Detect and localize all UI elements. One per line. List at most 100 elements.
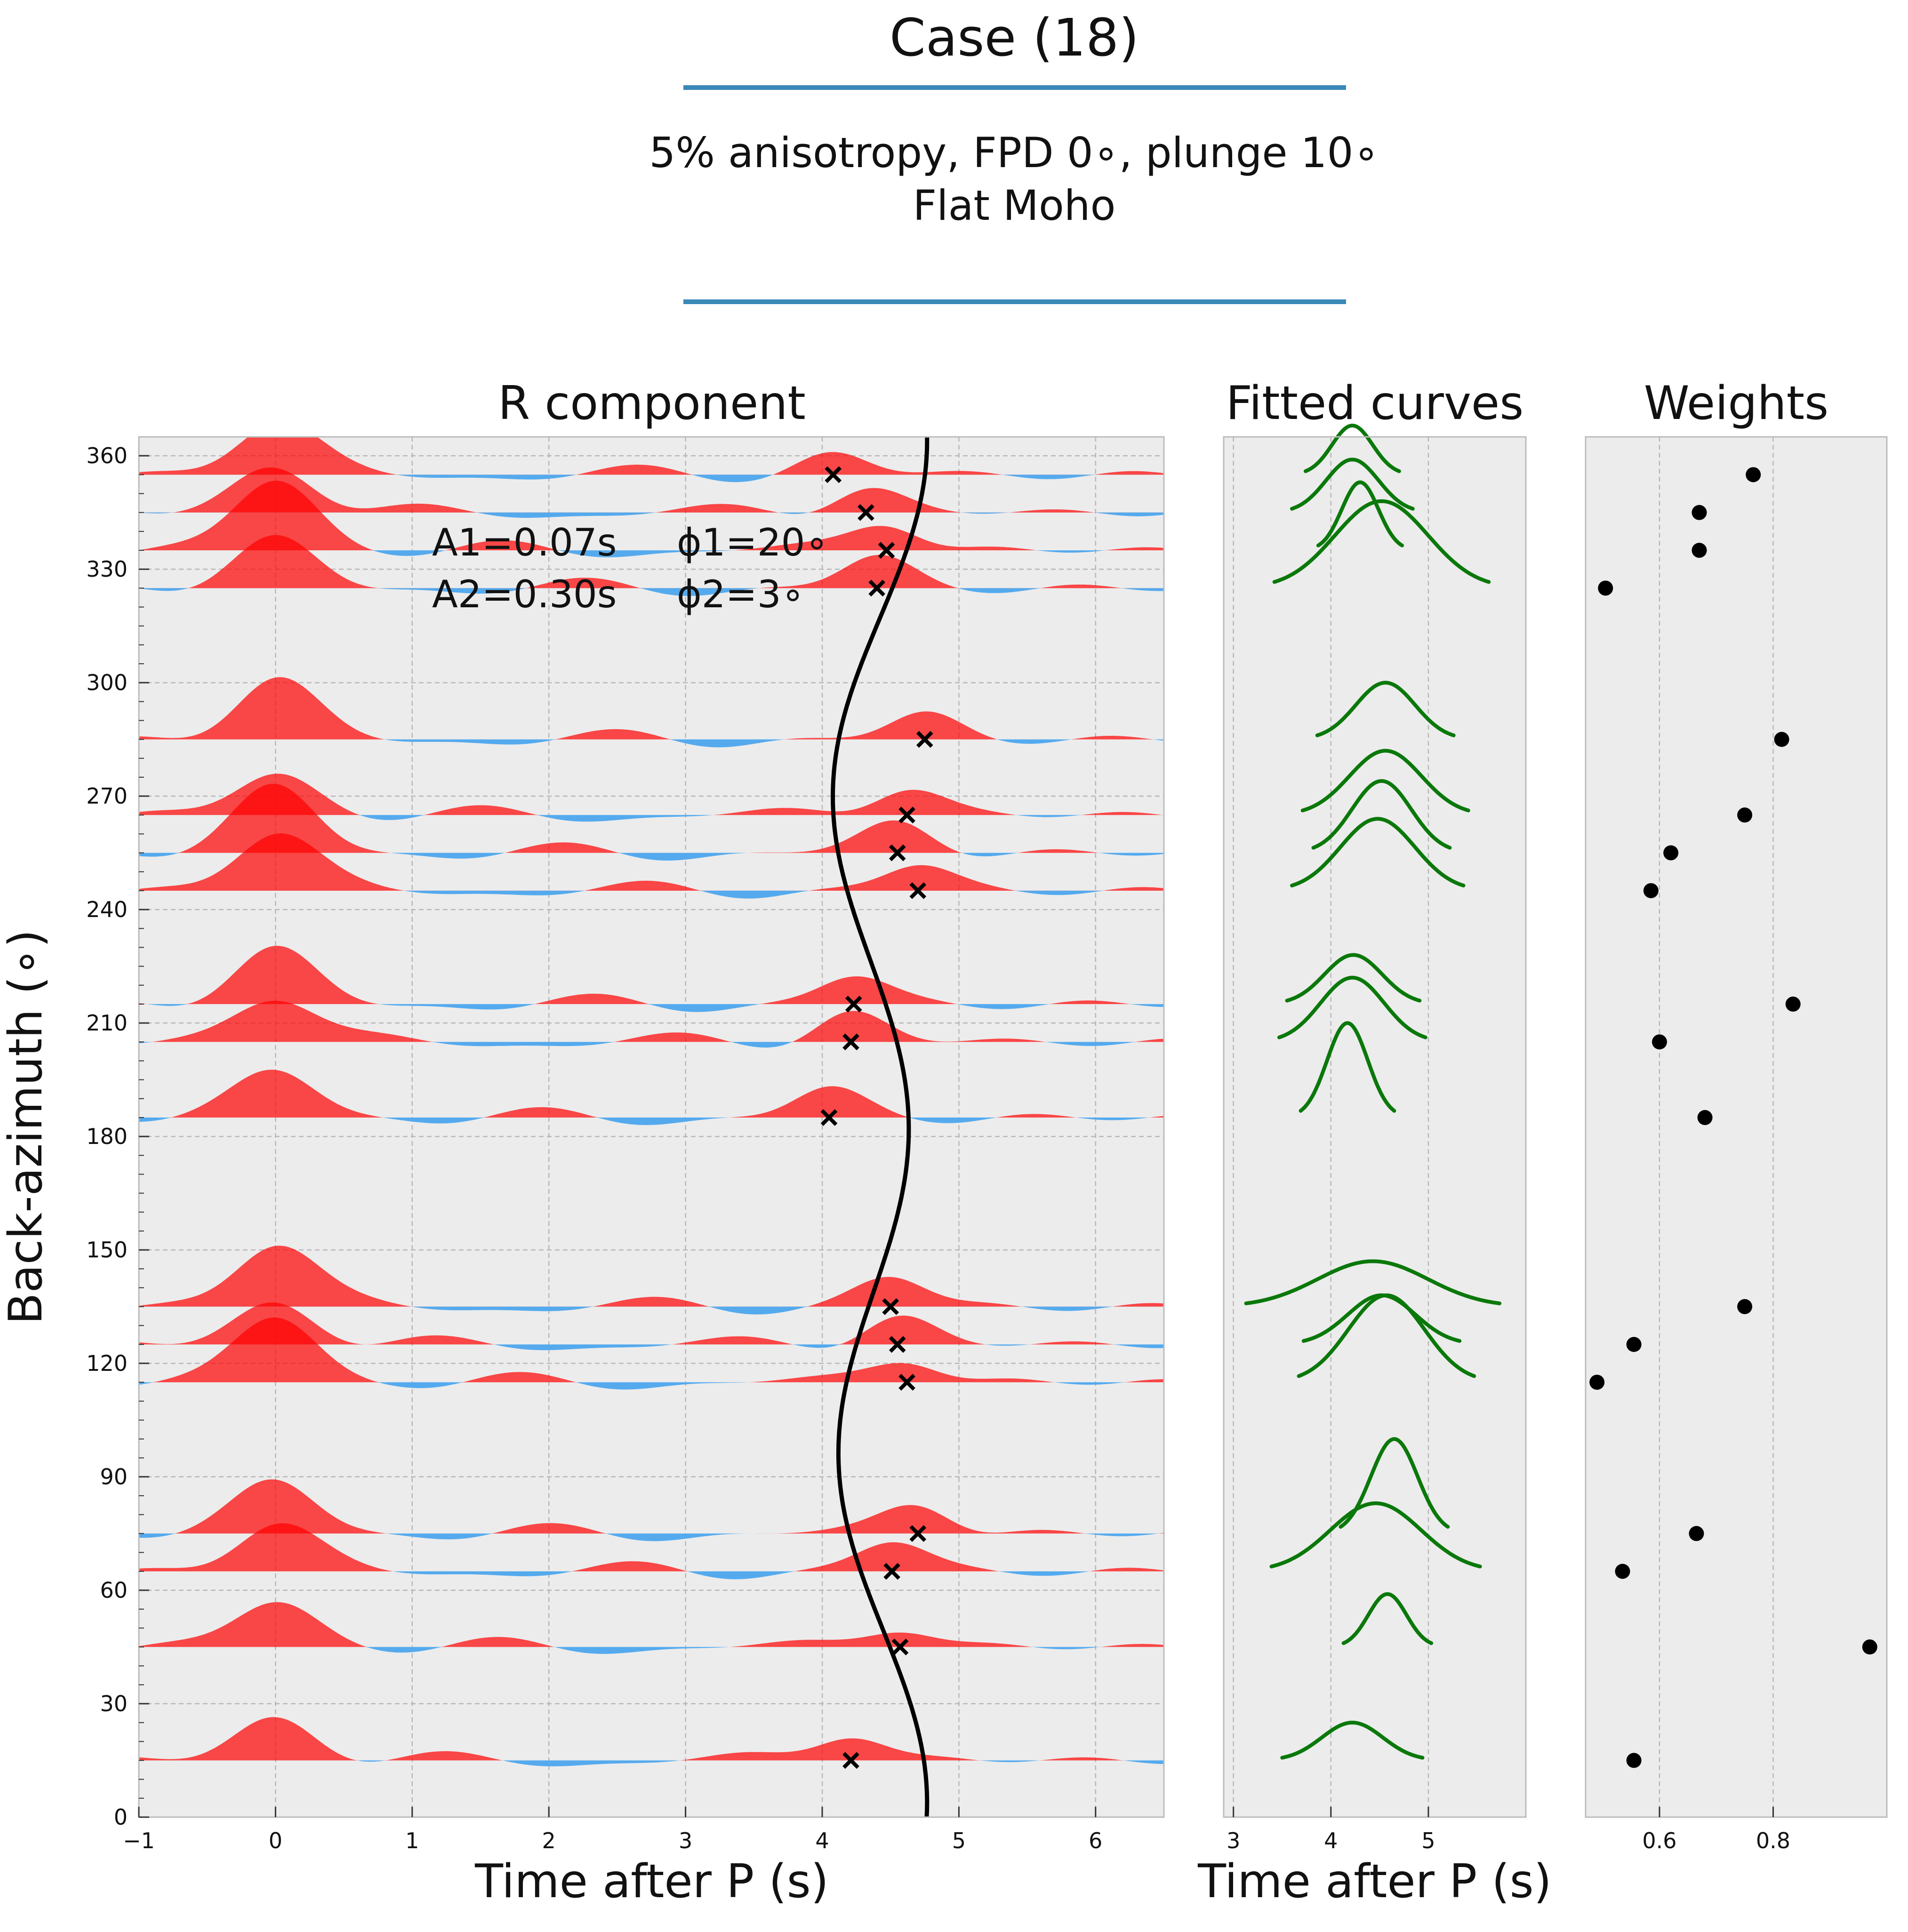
weights-panel-frame <box>1585 436 1888 1818</box>
fitted-curve <box>1300 749 1470 813</box>
fitted-panel-xlabel: Time after P (s) <box>1197 1855 1552 1908</box>
trace-negative-fill <box>139 815 1164 822</box>
r-panel-traces <box>139 437 1164 1767</box>
pick-marker <box>878 542 895 559</box>
trace-positive-fill <box>139 946 1164 1004</box>
pick-marker <box>891 1638 909 1656</box>
r-xtick-label: 3 <box>679 1828 692 1853</box>
r-ytick-label: 90 <box>100 1464 128 1489</box>
fitted-xtick-label: 5 <box>1421 1828 1435 1853</box>
trace-positive-fill <box>139 1602 1164 1647</box>
trace-negative-fill <box>139 1382 1164 1390</box>
trace-negative-fill <box>139 1533 1164 1541</box>
r-panel-axes: −1 0 1 2 3 4 5 60306090120150180210240270300330… <box>86 443 1102 1853</box>
r-panel-title: R component <box>498 377 806 430</box>
r-xtick-label: 5 <box>952 1828 966 1853</box>
trace-positive-fill <box>139 1523 1164 1571</box>
r-ytick-label: 30 <box>100 1691 128 1716</box>
weights-panel: Weights 0.6 0.8 <box>1585 377 1888 1853</box>
pick-marker <box>916 731 933 748</box>
r-ytick-label: 240 <box>86 897 128 922</box>
figure-title: Case (18) <box>890 8 1139 68</box>
r-panel-annotation: A1=0.07s ϕ1=20∘ A2=0.30s ϕ2=3∘ <box>432 521 829 616</box>
trace-negative-fill <box>139 475 1164 483</box>
r-xtick-label: 4 <box>815 1828 829 1853</box>
trace-negative-fill <box>139 853 1164 861</box>
r-panel-picks <box>820 466 933 1769</box>
fitted-panel-frame <box>1223 436 1527 1818</box>
trace-positive-fill <box>139 1070 1164 1118</box>
pick-marker <box>825 466 842 483</box>
trace-positive-fill <box>139 481 1164 550</box>
weight-point <box>1785 996 1801 1012</box>
fitted-curve <box>1290 817 1466 888</box>
fitted-curve <box>1316 480 1404 547</box>
trace-negative-fill <box>139 890 1164 899</box>
r-ytick-label: 300 <box>86 670 128 695</box>
trace-positive-fill <box>139 467 1164 513</box>
r-ytick-label: 120 <box>86 1351 128 1376</box>
trace-positive-fill <box>139 1479 1164 1534</box>
pick-marker <box>868 580 885 597</box>
trace-positive-fill <box>139 1000 1164 1042</box>
fitted-curve <box>1341 1592 1434 1645</box>
weight-point <box>1774 732 1789 747</box>
annotation-a2: A2=0.30s <box>432 572 617 616</box>
r-xtick-label: 6 <box>1089 1828 1102 1853</box>
trace-positive-fill <box>139 1246 1164 1307</box>
weight-point <box>1589 1375 1605 1390</box>
fitted-xtick-label: 3 <box>1227 1828 1240 1853</box>
fitted-panel-grid <box>1233 437 1429 1817</box>
fitted-curve <box>1315 681 1456 738</box>
weight-point <box>1737 1299 1753 1314</box>
weight-point <box>1692 505 1707 520</box>
weight-point <box>1626 1336 1642 1352</box>
pick-marker <box>909 882 927 899</box>
trace-negative-fill <box>139 1117 1164 1125</box>
trace-positive-fill <box>139 773 1164 815</box>
trace-positive-fill <box>139 1317 1164 1383</box>
weights-xtick-label: 0.8 <box>1756 1828 1790 1853</box>
weights-panel-points <box>1589 467 1877 1768</box>
pick-marker <box>882 1298 899 1315</box>
trace-positive-fill <box>139 535 1164 588</box>
fitted-panel-background <box>1224 437 1526 1817</box>
trace-negative-fill <box>139 1306 1164 1315</box>
fitted-curve <box>1285 953 1422 1003</box>
trace-positive-fill <box>139 1717 1164 1761</box>
weight-point <box>1737 807 1753 823</box>
fitted-curves-panel: Fitted curves 3 4 5 Time after P (s) <box>1197 377 1552 1908</box>
pick-marker <box>889 1336 906 1353</box>
pick-marker <box>820 1109 838 1126</box>
fitted-curve <box>1277 975 1427 1039</box>
r-xtick-label: −1 <box>123 1828 155 1853</box>
fitted-curve <box>1304 423 1401 473</box>
trace-positive-fill <box>139 783 1164 853</box>
r-ytick-label: 0 <box>114 1804 128 1830</box>
fitted-panel-axes: 3 4 5 <box>1227 1807 1435 1853</box>
weight-point <box>1697 1110 1713 1125</box>
trace-negative-fill <box>139 739 1164 748</box>
weights-panel-grid <box>1659 437 1774 1817</box>
r-component-panel: R component A1=0.07s ϕ1=20∘ A2=0.30s ϕ2=… <box>0 377 1165 1908</box>
r-panel-frame <box>138 436 1165 1818</box>
pick-marker <box>898 806 915 824</box>
fitted-curve <box>1280 1721 1425 1760</box>
trace-positive-fill <box>139 833 1164 891</box>
r-ytick-label: 60 <box>100 1578 128 1603</box>
trace-negative-fill <box>139 1647 1164 1654</box>
trace-negative-fill <box>139 1760 1164 1767</box>
trace-negative-fill <box>139 588 1164 596</box>
weight-point <box>1643 883 1659 898</box>
weight-point <box>1598 580 1613 596</box>
trace-negative-fill <box>139 550 1164 557</box>
trace-negative-fill <box>139 1344 1164 1351</box>
pick-marker <box>889 844 906 861</box>
pick-marker <box>845 996 862 1013</box>
pick-marker <box>842 1752 859 1769</box>
r-ytick-label: 210 <box>86 1010 128 1036</box>
weights-xtick-label: 0.6 <box>1642 1828 1676 1853</box>
r-ytick-label: 150 <box>86 1237 128 1263</box>
fitted-panel-title: Fitted curves <box>1226 377 1524 430</box>
